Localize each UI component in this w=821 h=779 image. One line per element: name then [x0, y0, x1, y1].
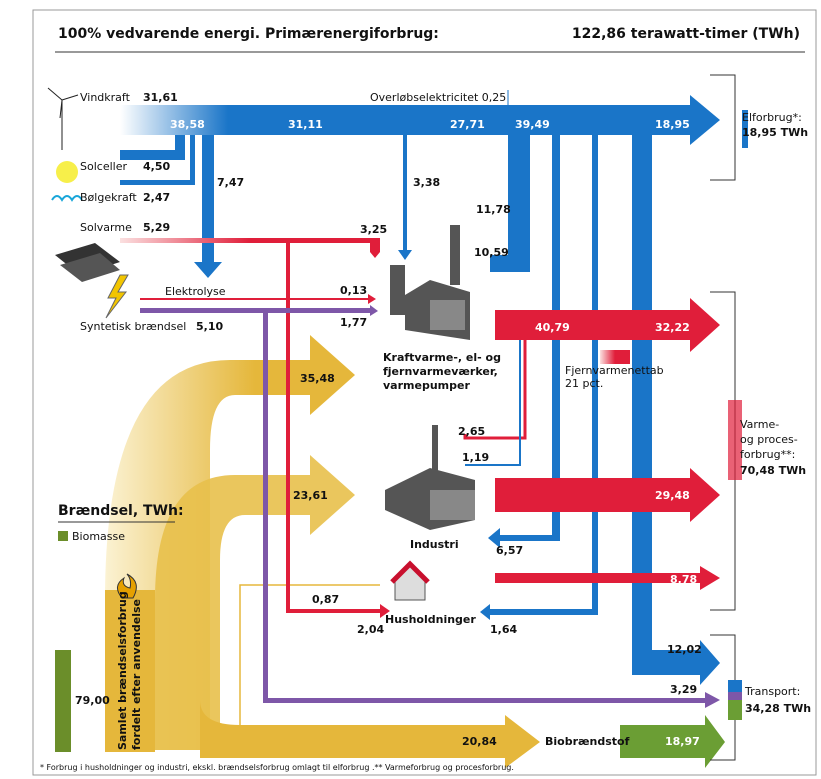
node-label: Industri — [410, 538, 459, 551]
house-icon — [392, 564, 428, 600]
legend-item: Biomasse — [72, 530, 125, 543]
flow-value: 2,65 — [458, 425, 485, 438]
node-label: Biobrændstof — [545, 735, 630, 748]
fuel-column-label: Samlet brændselsforbrug — [116, 591, 129, 750]
heat-loss — [600, 350, 630, 364]
footnote: * Forbrug i husholdninger og industri, e… — [40, 763, 514, 772]
flow-value: 3,29 — [670, 683, 697, 696]
flow-value: 0,87 — [312, 593, 339, 606]
title: 100% vedvarende energi. Primærenergiforb… — [58, 26, 439, 42]
source-value: 5,10 — [196, 320, 223, 333]
flow-value: 23,61 — [293, 489, 328, 502]
plant-icon — [390, 225, 470, 340]
flow-value: 79,00 — [75, 694, 110, 707]
legend-title: Brændsel, TWh: — [58, 503, 184, 519]
fuel-column-label: fordelt efter anvendelse — [130, 599, 143, 750]
flow-value: 29,48 — [655, 489, 690, 502]
source-label: Syntetisk brændsel — [80, 320, 186, 333]
flow-value: 10,59 — [474, 246, 509, 259]
loss-label: Fjernvarmenettab — [565, 364, 664, 377]
transport-swatch-3 — [728, 700, 742, 720]
plant-elec — [398, 135, 412, 260]
source-label: Vindkraft — [80, 91, 131, 104]
source-value: 2,47 — [143, 191, 170, 204]
flow-value: 1,19 — [462, 451, 489, 464]
household-heat-arrow — [286, 604, 390, 618]
flow-value: 39,49 — [515, 118, 550, 131]
flow-value: 27,71 — [450, 118, 485, 131]
source-label: Solvarme — [80, 221, 132, 234]
transport-swatch-2 — [728, 692, 742, 700]
electrolysis-flow — [194, 135, 222, 278]
flow-value: 7,47 — [217, 176, 244, 189]
output-label: og proces- — [740, 433, 798, 446]
plant-heat — [370, 238, 380, 258]
total: 122,86 terawatt-timer (TWh) — [572, 26, 800, 42]
flow-value: 0,13 — [340, 284, 367, 297]
legend-swatch — [58, 531, 68, 541]
synth-plant — [140, 305, 378, 316]
flow-value: 1,64 — [490, 623, 517, 636]
output-label: Varme- — [740, 418, 779, 431]
flow-value: 38,58 — [170, 118, 205, 131]
sun-icon — [56, 161, 78, 183]
household-heat — [286, 238, 290, 613]
node-label: varmepumper — [383, 379, 470, 392]
electrolysis-label: Elektrolyse — [165, 285, 226, 298]
elec-bracket — [710, 75, 735, 180]
loss-label: 21 pct. — [565, 377, 603, 390]
flow-value: 3,38 — [413, 176, 440, 189]
node-label: fjernvarmeværker, — [383, 365, 498, 378]
source-value: 5,29 — [143, 221, 170, 234]
biomass-bar — [55, 650, 71, 752]
output-value: 18,95 TWh — [742, 126, 808, 139]
energy-diagram: 100% vedvarende energi. Primærenergiforb… — [0, 0, 821, 779]
flow-value: 6,57 — [496, 544, 523, 557]
wind-icon — [48, 88, 78, 150]
flow-value: 20,84 — [462, 735, 497, 748]
transport-swatch-1 — [728, 680, 742, 692]
flow-value: 11,78 — [476, 203, 511, 216]
flow-value: 32,22 — [655, 321, 690, 334]
solar-flow — [120, 135, 185, 160]
wave-icon — [52, 196, 82, 200]
flow-value: 3,25 — [360, 223, 387, 236]
flow-value: 18,95 — [655, 118, 690, 131]
node-label: Husholdninger — [385, 613, 476, 626]
source-label: Bølgekraft — [80, 191, 137, 204]
source-value: 4,50 — [143, 160, 170, 173]
fuel-household — [240, 585, 380, 725]
node-label: Kraftvarme-, el- og — [383, 351, 501, 364]
flow-value: 2,04 — [357, 623, 384, 636]
output-label: Elforbrug*: — [742, 111, 802, 124]
flow-value: 18,97 — [665, 735, 700, 748]
flow-value: 35,48 — [300, 372, 335, 385]
output-label: forbrug**: — [740, 448, 795, 461]
lightning-icon — [106, 275, 128, 318]
output-label: Transport: — [744, 685, 800, 698]
overflow-label: Overløbselektricitet 0,25 — [370, 91, 506, 104]
source-value: 31,61 — [143, 91, 178, 104]
industry-icon — [385, 425, 475, 530]
flow-value: 12,02 — [667, 643, 702, 656]
flow-value: 40,79 — [535, 321, 570, 334]
flow-value: 31,11 — [288, 118, 323, 131]
output-value: 34,28 TWh — [745, 702, 811, 715]
flow-value: 1,77 — [340, 316, 367, 329]
solar-heat — [120, 238, 380, 243]
flow-value: 8,78 — [670, 573, 697, 586]
source-label: Solceller — [80, 160, 127, 173]
transport-elec — [632, 135, 720, 685]
solar-panel-icon — [55, 243, 120, 282]
fuel-biofuel — [200, 700, 540, 768]
output-value: 70,48 TWh — [740, 464, 806, 477]
